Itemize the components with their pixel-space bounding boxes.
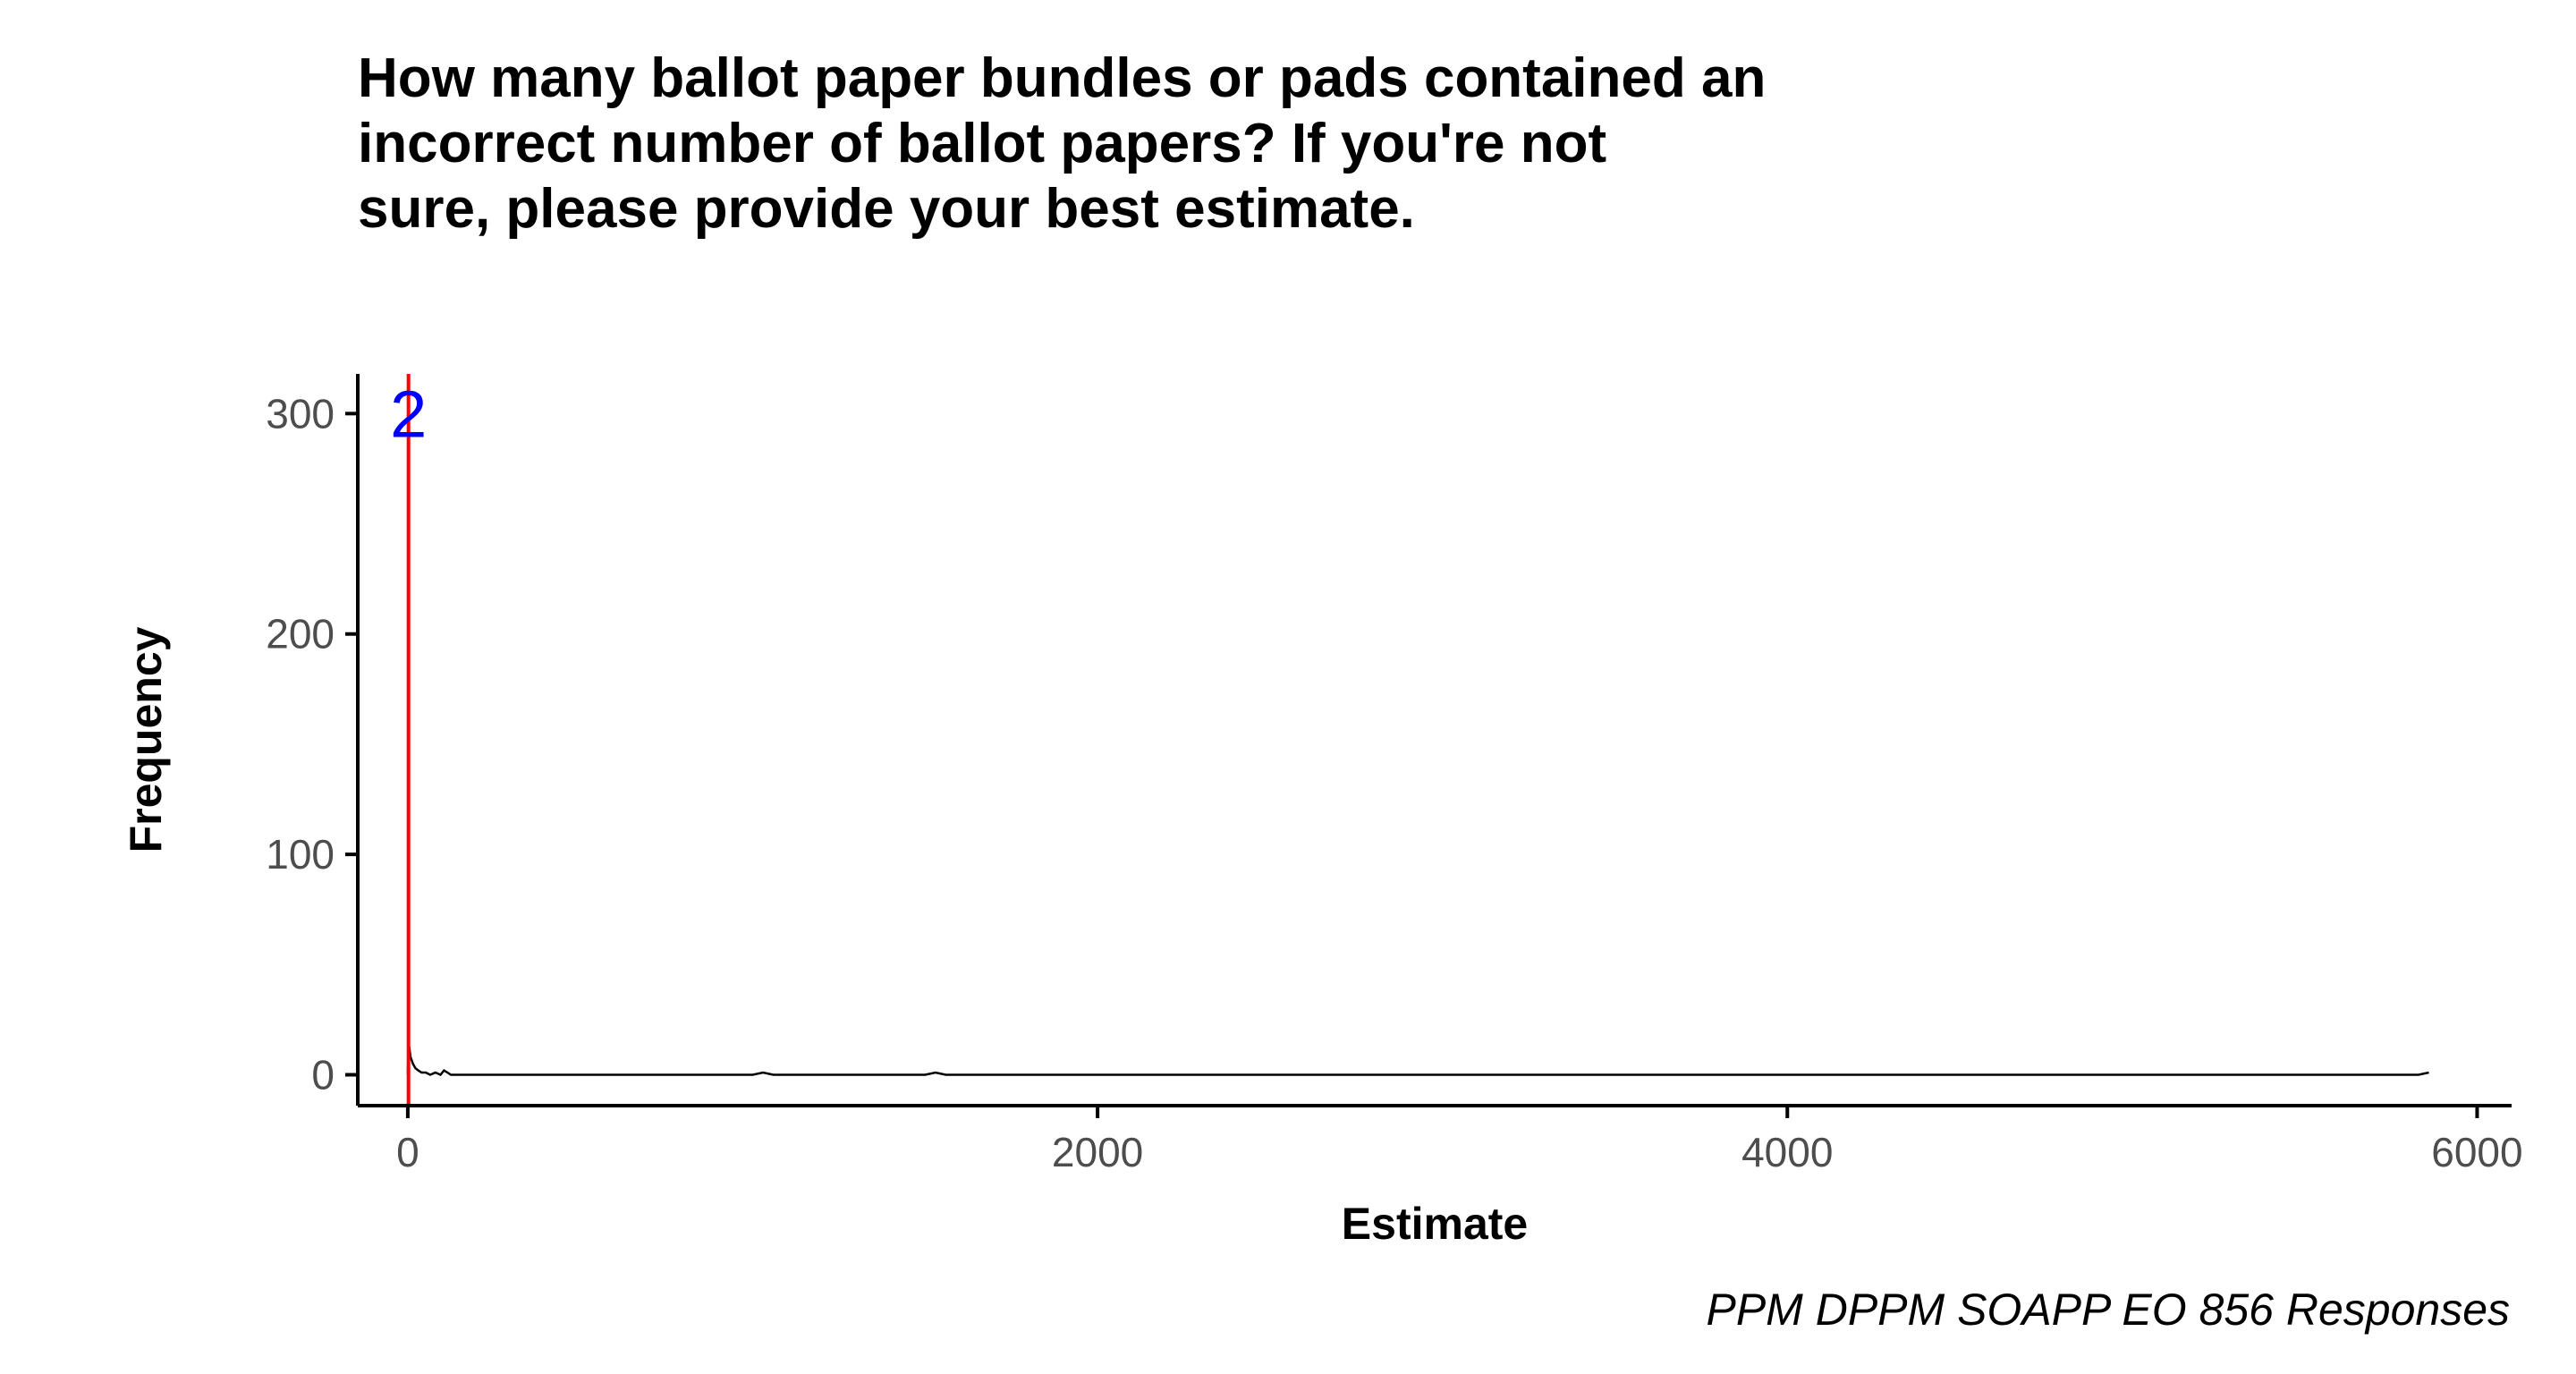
y-axis-title: Frequency xyxy=(121,626,171,852)
y-tick-label: 300 xyxy=(266,390,335,437)
chart-caption: PPM DPPM SOAPP EO 856 Responses xyxy=(1706,1285,2510,1335)
chart-title-line-3: sure, please provide your best estimate. xyxy=(358,178,1415,240)
plot-area: 2 xyxy=(390,374,2429,1106)
chart-title-line-1: How many ballot paper bundles or pads co… xyxy=(358,47,1766,109)
x-axis-title: Estimate xyxy=(1342,1199,1528,1249)
y-tick-label: 100 xyxy=(266,831,335,878)
x-tick-label: 6000 xyxy=(2431,1129,2522,1175)
y-tick-label: 0 xyxy=(311,1052,335,1098)
x-axis-ticks: 0 2000 4000 6000 xyxy=(396,1106,2523,1175)
x-tick-label: 0 xyxy=(396,1129,419,1175)
series-line xyxy=(406,1041,2429,1077)
y-axis-ticks: 0 100 200 300 xyxy=(266,390,358,1098)
y-tick-label: 200 xyxy=(266,611,335,657)
chart-title-line-2: incorrect number of ballot papers? If yo… xyxy=(358,113,1606,174)
x-tick-label: 4000 xyxy=(1741,1129,1833,1175)
reference-label: 2 xyxy=(390,377,427,451)
x-tick-label: 2000 xyxy=(1052,1129,1143,1175)
chart-title: How many ballot paper bundles or pads co… xyxy=(358,47,1766,240)
